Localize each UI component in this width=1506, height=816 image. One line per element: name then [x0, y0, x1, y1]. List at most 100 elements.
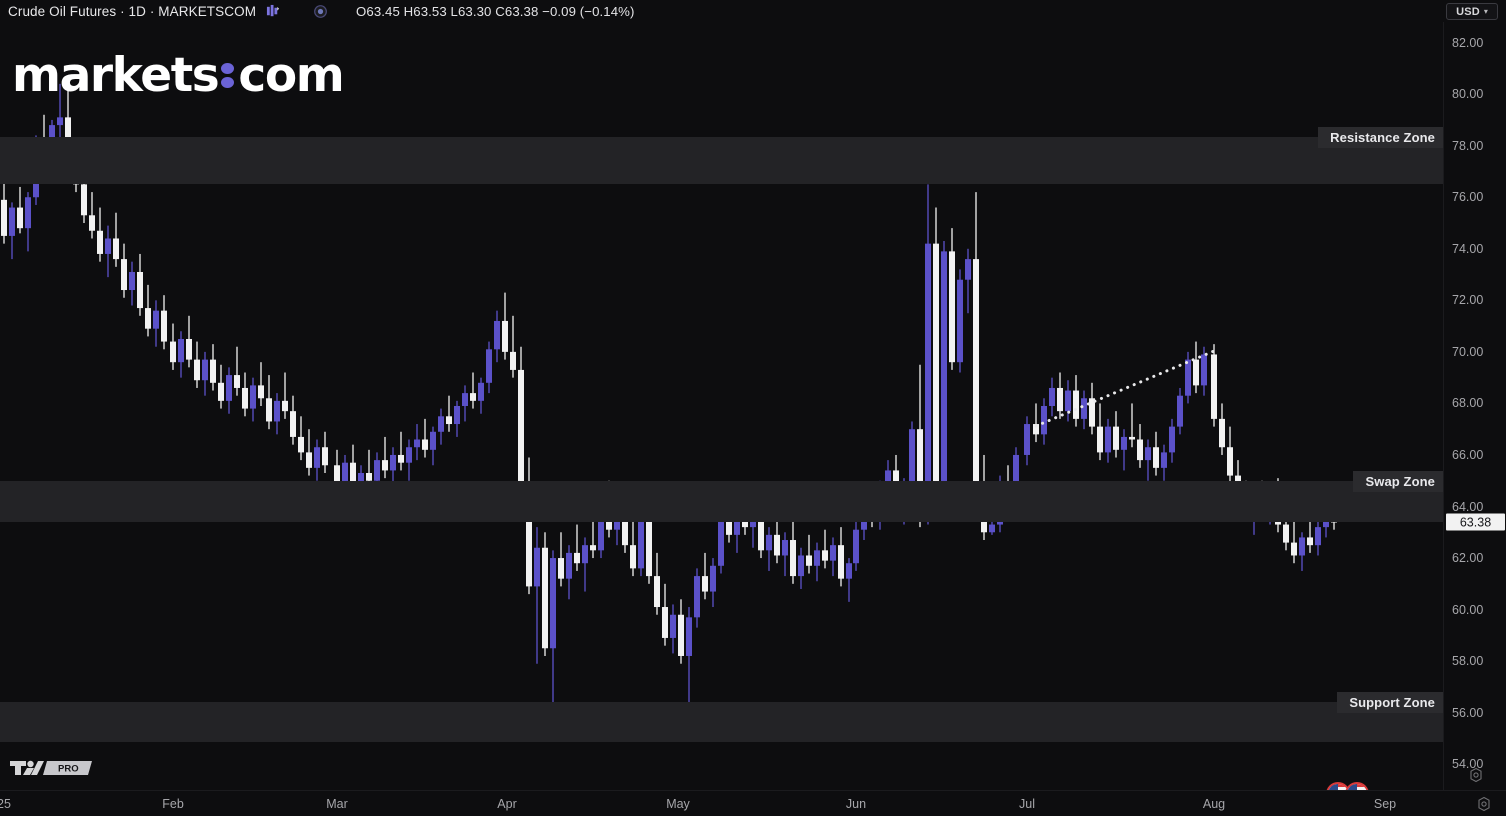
candle-body	[1201, 354, 1207, 386]
chart-plot-area[interactable]: Resistance Zone Swap Zone Support Zone mar…	[0, 22, 1443, 790]
candle-body	[1073, 390, 1079, 419]
candle-body	[374, 460, 380, 481]
price-zone-band[interactable]	[0, 480, 1443, 522]
currency-label: USD	[1456, 5, 1480, 18]
candle-body	[89, 215, 95, 231]
candle-body	[662, 607, 668, 638]
time-axis[interactable]: 25 Feb Mar Apr May Jun Jul Aug Sep	[0, 790, 1506, 816]
tradingview-pro-badge[interactable]: PRO	[10, 760, 96, 780]
candle-body	[622, 503, 628, 546]
price-zone-band[interactable]	[0, 702, 1443, 743]
candle-body	[366, 473, 372, 481]
candle-body	[382, 460, 388, 471]
candle-body	[282, 400, 288, 412]
candle-body	[1049, 387, 1055, 406]
candle-body	[9, 207, 15, 236]
price-tick: 66.00	[1452, 447, 1484, 462]
candle-body	[1041, 406, 1047, 435]
price-tick: 56.00	[1452, 705, 1484, 720]
candle-body	[774, 534, 780, 556]
market-flags[interactable]	[1326, 782, 1369, 790]
candle-body	[470, 393, 476, 401]
candle-body	[170, 341, 176, 363]
time-tick: May	[666, 797, 690, 811]
candle-body	[1129, 436, 1135, 440]
candle-body	[494, 320, 500, 350]
candle-body	[129, 271, 135, 291]
chart-header: Crude Oil Futures · 1D · MARKETSCOM O63.…	[0, 0, 1506, 22]
candle-body	[462, 393, 468, 406]
candle-body	[590, 545, 596, 551]
candle-body	[438, 416, 444, 432]
candle-body	[1211, 354, 1217, 419]
candle-body	[1081, 398, 1087, 419]
currency-selector[interactable]: USD ▾	[1446, 3, 1498, 20]
candle-body	[1057, 387, 1063, 412]
candle-body	[766, 534, 772, 551]
price-tick: 54.00	[1452, 757, 1484, 772]
price-tick: 72.00	[1452, 293, 1484, 308]
price-axis[interactable]: 82.00 80.00 78.00 76.00 74.00 72.00 70.00 68.00…	[1443, 22, 1506, 790]
candle-body	[1089, 398, 1095, 427]
candle-body	[933, 243, 939, 502]
price-axis-settings-icon[interactable]	[1468, 767, 1484, 783]
price-tick: 68.00	[1452, 396, 1484, 411]
status-dot-icon[interactable]	[291, 4, 328, 19]
time-tick: Sep	[1373, 797, 1397, 811]
candles-icon[interactable]	[266, 4, 281, 19]
candle-body	[678, 614, 684, 656]
candle-body	[510, 351, 516, 370]
last-price-badge: 63.38	[1446, 513, 1505, 531]
candle-body	[694, 576, 700, 618]
candle-body	[242, 387, 248, 409]
candle-body	[838, 545, 844, 579]
time-axis-settings-icon[interactable]	[1476, 796, 1492, 812]
candle-body	[550, 558, 556, 649]
candle-body	[630, 545, 636, 569]
candle-body	[258, 385, 264, 399]
candle-body	[534, 547, 540, 587]
candle-body	[1193, 359, 1199, 386]
candle-body	[965, 259, 971, 280]
candle-body	[853, 529, 859, 564]
candle-body	[654, 576, 660, 608]
candle-body	[350, 462, 356, 494]
price-zone-label[interactable]: Resistance Zone	[1318, 126, 1443, 148]
candle-body	[218, 382, 224, 401]
price-tick: 76.00	[1452, 190, 1484, 205]
candle-body	[1299, 537, 1305, 556]
price-tick: 70.00	[1452, 344, 1484, 359]
candle-body	[105, 238, 111, 254]
candle-body	[702, 576, 708, 592]
candle-body	[210, 359, 216, 383]
symbol-title[interactable]: Crude Oil Futures · 1D · MARKETSCOM	[8, 3, 257, 19]
candle-body	[758, 514, 764, 551]
price-zone-band[interactable]	[0, 136, 1443, 185]
candle-body	[322, 447, 328, 466]
price-zone-label[interactable]: Support Zone	[1337, 692, 1443, 714]
candle-body	[430, 431, 436, 450]
candle-body	[1185, 359, 1191, 396]
price-tick: 58.00	[1452, 654, 1484, 669]
candle-body	[406, 447, 412, 463]
candle-body	[334, 465, 340, 484]
candle-body	[542, 547, 548, 649]
candle-body	[806, 555, 812, 566]
candle-body	[161, 310, 167, 342]
candle-body	[414, 439, 420, 448]
candle-body	[814, 550, 820, 566]
candle-body	[342, 462, 348, 484]
time-tick: Aug	[1202, 797, 1226, 811]
candle-body	[398, 454, 404, 463]
time-tick: Jul	[1019, 797, 1035, 811]
price-zone-label[interactable]: Swap Zone	[1353, 470, 1443, 492]
candle-body	[518, 369, 524, 486]
candle-body	[885, 470, 891, 489]
candle-body	[145, 308, 151, 329]
candle-body	[917, 429, 923, 517]
time-tick: Mar	[326, 797, 348, 811]
candle-body	[1145, 447, 1151, 461]
candle-body	[446, 416, 452, 425]
candle-body	[250, 385, 256, 409]
candle-body	[981, 511, 987, 533]
